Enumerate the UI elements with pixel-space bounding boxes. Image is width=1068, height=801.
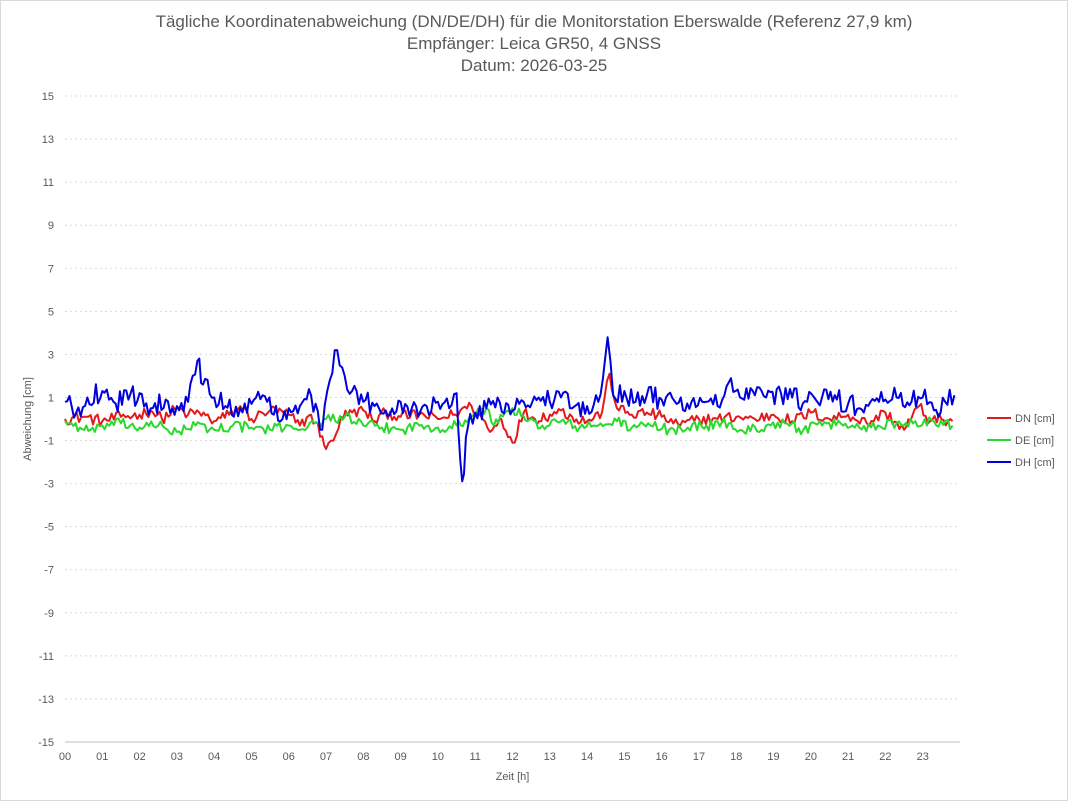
y-tick-label: -1 <box>44 436 54 448</box>
x-tick-label: 05 <box>245 751 257 763</box>
y-tick-label: 3 <box>48 349 54 361</box>
y-tick-label: 7 <box>48 263 54 275</box>
y-tick-label: -15 <box>38 737 54 749</box>
y-tick-label: 11 <box>43 177 54 189</box>
chart-date: Datum: 2026-03-25 <box>460 56 608 75</box>
y-tick-label: 1 <box>48 392 54 404</box>
x-tick-label: 15 <box>618 751 630 763</box>
x-tick-label: 14 <box>581 751 593 763</box>
x-tick-label: 07 <box>320 751 332 763</box>
x-tick-label: 00 <box>59 751 71 763</box>
x-tick-label: 10 <box>432 751 444 763</box>
series-line-1 <box>64 372 954 451</box>
series-line-3 <box>64 336 956 483</box>
x-tick-label: 18 <box>730 751 742 763</box>
x-tick-label: 01 <box>96 751 108 763</box>
x-tick-label: 21 <box>842 751 854 763</box>
x-tick-label: 09 <box>395 751 407 763</box>
grid-lines <box>65 95 960 700</box>
x-tick-label: 08 <box>357 751 369 763</box>
y-tick-label: 15 <box>42 91 54 103</box>
x-tick-label: 13 <box>544 751 556 763</box>
x-tick-label: 19 <box>767 751 779 763</box>
legend-label: DH [cm] <box>1015 457 1055 469</box>
y-tick-label: -13 <box>38 694 54 706</box>
x-tick-label: 06 <box>283 751 295 763</box>
y-tick-label: -7 <box>44 565 54 577</box>
y-tick-label: -9 <box>44 608 54 620</box>
x-axis-title: Zeit [h] <box>496 771 530 783</box>
x-tick-label: 03 <box>171 751 183 763</box>
legend-label: DE [cm] <box>1015 435 1054 447</box>
y-tick-label: 9 <box>48 220 54 232</box>
legend: DN [cm] DE [cm] DH [cm] <box>987 413 1055 469</box>
x-tick-labels: 00 01 02 03 04 05 06 07 08 09 10 11 12 13 14 15 16 17 18 19… <box>59 751 929 763</box>
x-tick-label: 20 <box>805 751 817 763</box>
x-tick-label: 11 <box>469 751 480 763</box>
chart-subtitle: Empfänger: Leica GR50, 4 GNSS <box>406 34 662 53</box>
series-lines <box>64 336 956 483</box>
y-tick-label: 13 <box>42 134 54 146</box>
x-tick-label: 04 <box>208 751 220 763</box>
x-tick-label: 22 <box>879 751 891 763</box>
x-tick-label: 23 <box>917 751 929 763</box>
legend-label: DN [cm] <box>1015 413 1055 425</box>
y-tick-label: -11 <box>39 651 54 663</box>
x-tick-label: 16 <box>656 751 668 763</box>
chart-title: Tägliche Koordinatenabweichung (DN/DE/DH… <box>155 12 913 31</box>
x-tick-label: 02 <box>133 751 145 763</box>
y-tick-label: -3 <box>44 479 54 491</box>
x-tick-label: 17 <box>693 751 705 763</box>
y-axis-title: Abweichung [cm] <box>22 377 34 461</box>
y-tick-label: 5 <box>48 306 54 318</box>
y-tick-labels: 15 13 11 9 7 5 3 1 -1 -3 -5 -7 -9 -11 -13 -15 <box>38 91 54 749</box>
x-tick-label: 12 <box>506 751 518 763</box>
chart-title-block: Tägliche Koordinatenabweichung (DN/DE/DH… <box>1 11 1067 77</box>
y-tick-label: -5 <box>44 522 54 534</box>
